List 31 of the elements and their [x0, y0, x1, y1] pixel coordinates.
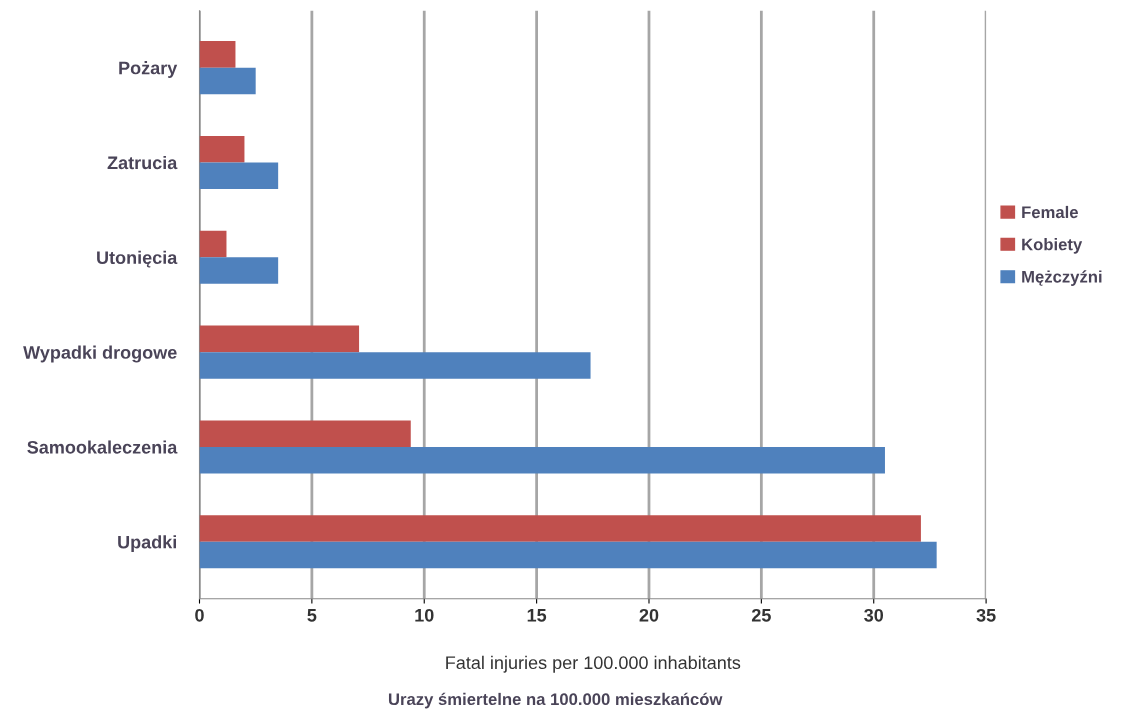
x-tick-label: 20 [639, 608, 659, 622]
text: Urazy śmiertelne na 100.000 mieszkańców [388, 692, 723, 709]
x-tick-label: 35 [976, 608, 996, 622]
bar [199, 230, 227, 258]
bar [199, 325, 360, 353]
x-tick-label: 15 [527, 609, 547, 622]
x-tick-label: 5 [307, 609, 317, 622]
bar [199, 420, 411, 447]
bar [199, 541, 937, 569]
bar [199, 515, 921, 542]
x-tick-label: 30 [864, 608, 884, 622]
legend-label: Female [1022, 205, 1078, 219]
x-tick-label: 25 [751, 608, 771, 622]
bar [199, 446, 885, 474]
x-tick-label: 0 [195, 608, 204, 622]
y-tick-label: Wypadki drogowe [23, 345, 177, 363]
bar [199, 162, 279, 190]
bar [199, 135, 245, 163]
text: Kobiety [1022, 238, 1083, 254]
bar [199, 257, 279, 284]
y-tick-label: Utonięcia [97, 250, 178, 268]
bar [199, 352, 591, 379]
bar [199, 41, 236, 68]
legend-label: Mężczyźni [1022, 270, 1102, 286]
x-tick-label: 10 [415, 608, 434, 622]
y-tick-label: Upadki [118, 535, 176, 553]
x-axis-title: Fatal injuries per 100.000 inhabitants [446, 655, 741, 673]
y-tick-label: Pożary [119, 61, 178, 78]
y-tick-label: Zatrucia [107, 155, 178, 170]
y-tick-label: Samookaleczenia [27, 440, 178, 454]
bar [199, 67, 256, 95]
